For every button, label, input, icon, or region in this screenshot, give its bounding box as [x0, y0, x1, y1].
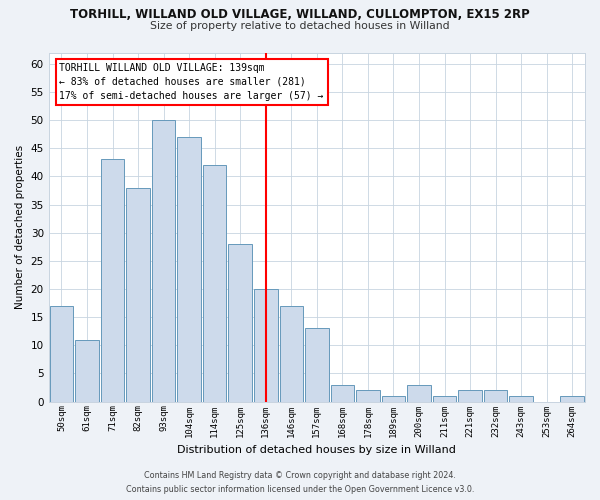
Bar	[433, 396, 456, 402]
Bar	[356, 390, 380, 402]
Bar	[331, 384, 354, 402]
Bar	[50, 306, 73, 402]
Bar	[127, 188, 150, 402]
Bar	[458, 390, 482, 402]
Bar	[560, 396, 584, 402]
Text: Contains HM Land Registry data © Crown copyright and database right 2024.
Contai: Contains HM Land Registry data © Crown c…	[126, 472, 474, 494]
Bar	[75, 340, 99, 402]
Bar	[509, 396, 533, 402]
Bar	[178, 137, 201, 402]
Bar	[152, 120, 175, 402]
Text: TORHILL WILLAND OLD VILLAGE: 139sqm
← 83% of detached houses are smaller (281)
1: TORHILL WILLAND OLD VILLAGE: 139sqm ← 83…	[59, 63, 324, 101]
Y-axis label: Number of detached properties: Number of detached properties	[15, 145, 25, 309]
Bar	[305, 328, 329, 402]
Text: Size of property relative to detached houses in Willand: Size of property relative to detached ho…	[150, 21, 450, 31]
Text: TORHILL, WILLAND OLD VILLAGE, WILLAND, CULLOMPTON, EX15 2RP: TORHILL, WILLAND OLD VILLAGE, WILLAND, C…	[70, 8, 530, 20]
Bar	[484, 390, 508, 402]
Bar	[101, 160, 124, 402]
Bar	[280, 306, 303, 402]
Bar	[203, 165, 226, 402]
Bar	[254, 289, 278, 402]
Bar	[382, 396, 405, 402]
Bar	[407, 384, 431, 402]
X-axis label: Distribution of detached houses by size in Willand: Distribution of detached houses by size …	[178, 445, 456, 455]
Bar	[229, 244, 252, 402]
